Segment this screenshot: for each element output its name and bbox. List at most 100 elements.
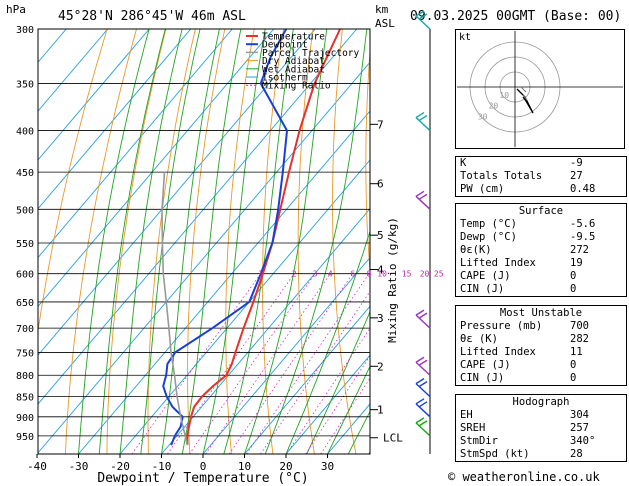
x-tick-label: 30 xyxy=(321,460,334,473)
pressure-tick-label: 900 xyxy=(16,413,34,424)
surface-row: Lifted Index 19 xyxy=(456,257,626,270)
x-tick-label: -40 xyxy=(27,460,47,473)
legend-entry-label: Temperature xyxy=(262,32,325,43)
credit-text: © weatheronline.co.uk xyxy=(448,470,600,484)
surface-label: Dewp (°C) xyxy=(460,231,517,243)
wind-barb-flag xyxy=(415,398,425,405)
wind-barb-flag xyxy=(418,114,428,122)
isotherm-line xyxy=(38,29,233,259)
pressure-tick-label: 600 xyxy=(16,270,34,281)
wind-barb-flag xyxy=(418,193,428,200)
isotherm-line xyxy=(119,159,370,454)
surface-row: CIN (J) 0 xyxy=(456,283,626,296)
wet-adiabat-line xyxy=(181,29,242,454)
pressure-tick-label: 700 xyxy=(16,324,34,335)
km-tick-label: 5 xyxy=(377,229,384,242)
datetime-title: 09.03.2025 00GMT (Base: 00) xyxy=(410,9,622,24)
most-unstable-value: 700 xyxy=(570,320,589,332)
x-tick-label: 20 xyxy=(279,460,292,473)
legend-entry-label: Dewpoint xyxy=(262,40,308,51)
pressure-tick-label: 550 xyxy=(16,239,34,250)
pressure-tick-label: 650 xyxy=(16,298,34,309)
hodograph-table-row: SREH 257 xyxy=(456,422,626,435)
pressure-tick-label: 300 xyxy=(16,25,34,36)
km-tick-label: 3 xyxy=(377,312,384,325)
most-unstable-value: 282 xyxy=(570,333,589,345)
isotherm-line xyxy=(38,29,275,308)
wind-barb-flag xyxy=(418,13,428,20)
mixing-ratio-value-label: 3 xyxy=(313,270,318,279)
wet-adiabat-line xyxy=(161,29,220,454)
legend-entry-label: Parcel Trajectory xyxy=(262,48,360,59)
hodograph-table-value: 257 xyxy=(570,422,589,434)
wind-barb-flag xyxy=(415,356,425,363)
wind-barb-flag xyxy=(418,401,428,408)
surface-label: CAPE (J) xyxy=(460,270,511,282)
surface-label: θε(K) xyxy=(460,244,492,256)
surface-label: CIN (J) xyxy=(460,283,505,295)
mixing-ratio-value-label: 6 xyxy=(350,270,355,279)
most-unstable-row: CAPE (J) 0 xyxy=(456,359,626,372)
hodograph-trace xyxy=(516,88,534,114)
wind-barb-flag xyxy=(418,312,428,319)
surface-row: θε(K) 272 xyxy=(456,244,626,257)
surface-value: 0 xyxy=(570,270,577,282)
surface-value: -9.5 xyxy=(570,231,596,243)
km-tick-label: 6 xyxy=(377,178,384,191)
wind-barb-shaft xyxy=(415,361,431,376)
isotherm-line xyxy=(38,29,192,210)
mixing-ratio-line xyxy=(286,327,370,454)
pressure-tick-label: 800 xyxy=(16,371,34,382)
most-unstable-row: Lifted Index 11 xyxy=(456,346,626,359)
most-unstable-title: Most Unstable xyxy=(499,307,583,319)
hodograph-table-label: StmDir xyxy=(460,435,498,447)
isotherm-line xyxy=(38,29,358,405)
hodograph-table-label: EH xyxy=(460,409,473,421)
wind-barb-shaft xyxy=(415,422,431,437)
most-unstable-row: CIN (J) 0 xyxy=(456,372,626,385)
totals-totals-value: 27 xyxy=(570,170,583,182)
hodograph-table-title: Hodograph xyxy=(512,396,570,408)
indices-table: K -9 Totals Totals 27 PW (cm) 0.48 xyxy=(455,156,627,197)
x-tick-label: -30 xyxy=(69,460,89,473)
x-tick-label: 0 xyxy=(200,460,207,473)
hodograph-table-row: EH 304 xyxy=(456,409,626,422)
hodograph-table-row: StmDir 340° xyxy=(456,435,626,448)
pressure-tick-label: 500 xyxy=(16,205,34,216)
surface-value: 272 xyxy=(570,244,589,256)
isotherm-line xyxy=(244,305,370,454)
wind-barb-shaft xyxy=(415,15,431,30)
legend-entry-label: Mixing Ratio xyxy=(262,81,331,92)
km-tick-label: 2 xyxy=(377,360,384,373)
most-unstable-label: Pressure (mb) xyxy=(460,320,543,332)
mixing-ratio-axis-label: Mixing Ratio (g/kg) xyxy=(386,217,399,343)
dry-adiabat-line xyxy=(398,29,439,454)
mixing-ratio-value-label: 2 xyxy=(292,270,297,279)
legend-entry-label: Isotherm xyxy=(262,73,308,84)
hodograph-table-value: 340° xyxy=(570,435,596,447)
most-unstable-label: Lifted Index xyxy=(460,346,536,358)
wind-barb-flag xyxy=(415,10,425,17)
surface-table: Surface Temp (°C) -5.6 Dewp (°C) -9.5 θε(K) 2… xyxy=(455,203,627,297)
pressure-tick-label: 750 xyxy=(16,348,34,359)
wet-adiabat-line xyxy=(264,29,368,454)
km-label: km xyxy=(375,3,389,16)
surface-value: 19 xyxy=(570,257,583,269)
mixing-ratio-value-label: 10 xyxy=(377,270,387,279)
isotherm-line xyxy=(38,29,316,356)
most-unstable-value: 0 xyxy=(570,359,577,371)
x-tick-label: -20 xyxy=(110,460,130,473)
surface-row: CAPE (J) 0 xyxy=(456,270,626,283)
isotherm-line xyxy=(202,256,370,454)
most-unstable-label: θε (K) xyxy=(460,333,498,345)
pressure-tick-label: 950 xyxy=(16,432,34,443)
km-tick-label: 7 xyxy=(377,118,384,131)
surface-value: 0 xyxy=(570,283,577,295)
mixing-ratio-value-label: 4 xyxy=(328,270,333,279)
wet-adiabat-line xyxy=(306,310,370,454)
x-tick-label: -10 xyxy=(152,460,172,473)
mixing-ratio-value-label: 1 xyxy=(258,270,263,279)
legend-entry-label: Dry Adiabat xyxy=(262,56,325,67)
most-unstable-table: Most Unstable Pressure (mb) 700 θε (K) 282 L… xyxy=(455,305,627,386)
most-unstable-value: 0 xyxy=(570,372,577,384)
